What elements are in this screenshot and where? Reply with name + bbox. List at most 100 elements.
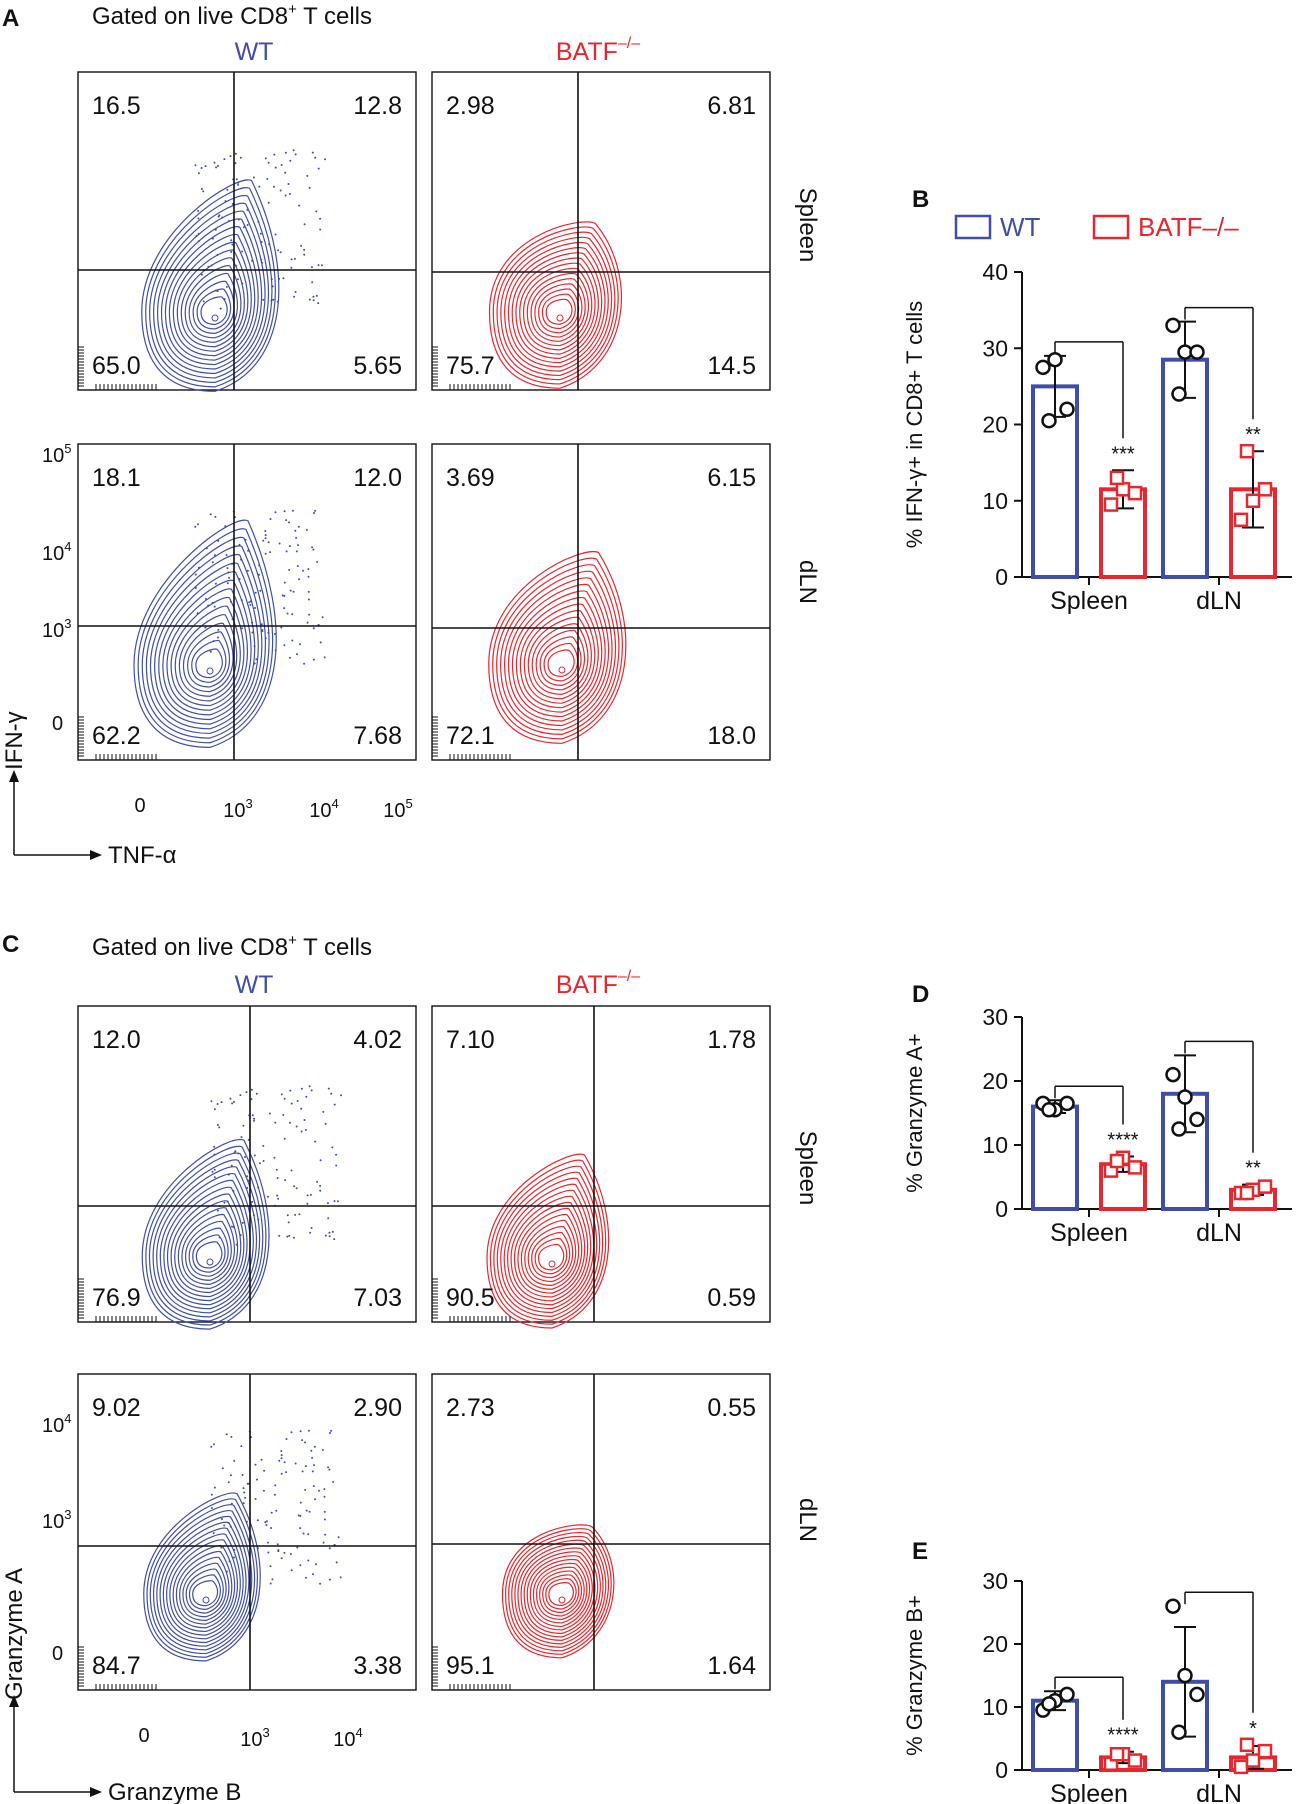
y-axis-label: % Granzyme A+ xyxy=(902,1033,927,1193)
event-dot xyxy=(286,1214,289,1217)
y-tick-label: 0 xyxy=(995,1196,1008,1222)
panel-a-quadrant-ur-value: 12.8 xyxy=(353,92,402,120)
event-dot xyxy=(217,539,220,542)
data-point-circle xyxy=(1059,1095,1075,1112)
panel-c-quadrant-lr-value: 3.38 xyxy=(353,1652,402,1680)
data-point-circle xyxy=(1189,1686,1205,1703)
event-dot xyxy=(324,158,326,161)
event-dot xyxy=(306,1194,309,1197)
event-dot xyxy=(304,1465,307,1468)
event-dot xyxy=(216,1124,219,1126)
event-dot xyxy=(283,1551,286,1554)
panel-c-letter: C xyxy=(2,931,19,958)
event-dot xyxy=(290,258,293,261)
panel-a-plot-1 xyxy=(431,71,771,391)
contour-line xyxy=(526,1555,593,1631)
event-dot xyxy=(295,1125,298,1128)
event-dot xyxy=(248,601,251,604)
data-point-square xyxy=(1109,470,1125,486)
event-dot xyxy=(235,178,238,181)
panel-c-col-batf: BATF–/– xyxy=(556,968,640,999)
data-point-circle xyxy=(1165,1598,1181,1614)
event-dot xyxy=(299,1501,302,1504)
event-dot xyxy=(280,1093,283,1096)
data-point-circle xyxy=(1165,1066,1181,1083)
event-dot xyxy=(253,1119,255,1122)
contour-line xyxy=(500,236,613,377)
event-dot xyxy=(276,1177,279,1179)
event-dot xyxy=(323,1510,326,1513)
panel-a-xtick-0: 0 xyxy=(134,795,145,817)
event-dot xyxy=(215,166,218,169)
contour-line xyxy=(195,1241,223,1269)
event-dot xyxy=(305,1095,308,1098)
event-dot xyxy=(312,548,315,551)
y-tick-label: 10 xyxy=(982,1694,1008,1720)
event-dot xyxy=(336,1200,339,1203)
contour-line xyxy=(170,597,245,707)
event-dot xyxy=(300,244,303,247)
y-tick-label: 20 xyxy=(982,412,1008,438)
event-dot xyxy=(313,1445,316,1448)
legend-label-batf: BATF–/– xyxy=(1138,212,1239,242)
event-dot xyxy=(194,164,197,167)
event-dot xyxy=(240,1136,243,1139)
contour-line xyxy=(172,241,252,357)
contour-line xyxy=(188,272,239,339)
event-dot xyxy=(310,1449,313,1452)
event-dot xyxy=(299,1527,302,1530)
event-dot xyxy=(223,158,226,161)
event-dot xyxy=(232,1100,235,1103)
event-dot xyxy=(265,1524,268,1526)
panel-letter: E xyxy=(912,1538,928,1565)
event-dot xyxy=(329,1432,331,1434)
event-dot xyxy=(322,1110,325,1113)
event-dot xyxy=(340,1094,342,1097)
event-dot xyxy=(303,223,306,226)
significance-label: ** xyxy=(1245,1158,1261,1180)
event-dot xyxy=(254,1498,257,1500)
event-dot xyxy=(306,174,309,177)
event-dot xyxy=(326,1202,329,1205)
event-dot xyxy=(259,232,262,235)
significance-label: ** xyxy=(1245,424,1261,446)
event-dot xyxy=(254,591,257,594)
event-dot xyxy=(279,251,282,254)
event-dot xyxy=(317,167,320,170)
contour-line xyxy=(515,596,603,713)
contour-line xyxy=(537,1243,565,1271)
event-dot xyxy=(275,1168,278,1171)
event-dot xyxy=(305,1509,308,1512)
contour-line xyxy=(496,564,620,735)
panel-c-quadrant-ll-value: 95.1 xyxy=(446,1652,495,1680)
event-dot xyxy=(264,552,267,555)
panel-a-col-batf: BATF–/– xyxy=(556,35,640,66)
event-dot xyxy=(314,1140,317,1143)
event-dot xyxy=(241,1474,244,1476)
event-dot xyxy=(328,1578,331,1581)
event-dot xyxy=(274,1493,276,1496)
event-dot xyxy=(255,658,258,661)
event-dot xyxy=(242,226,245,229)
event-dot xyxy=(310,1227,313,1229)
contour-line xyxy=(188,1574,221,1610)
event-dot xyxy=(217,636,219,639)
contour-line xyxy=(159,1173,254,1310)
significance-label: * xyxy=(1249,1718,1257,1740)
event-dot xyxy=(291,509,294,512)
contour-line xyxy=(182,1562,227,1618)
event-dot xyxy=(335,1561,338,1564)
panel-c-row-spleen: Spleen xyxy=(794,1131,821,1206)
event-dot xyxy=(223,1201,226,1204)
panel-a-x-axis-label: TNF-α xyxy=(108,842,177,869)
event-dot xyxy=(262,298,265,301)
panel-a-quadrant-ur-value: 6.81 xyxy=(707,92,756,120)
event-dot xyxy=(289,589,292,592)
event-dot xyxy=(280,1457,283,1460)
data-point-square xyxy=(1127,1753,1143,1768)
x-category-label: dLN xyxy=(1196,587,1242,615)
plot-frame xyxy=(77,1005,417,1323)
event-dot xyxy=(213,161,216,164)
event-dot xyxy=(213,1145,216,1148)
panel-c-quadrant-ul-value: 12.0 xyxy=(92,1026,141,1054)
